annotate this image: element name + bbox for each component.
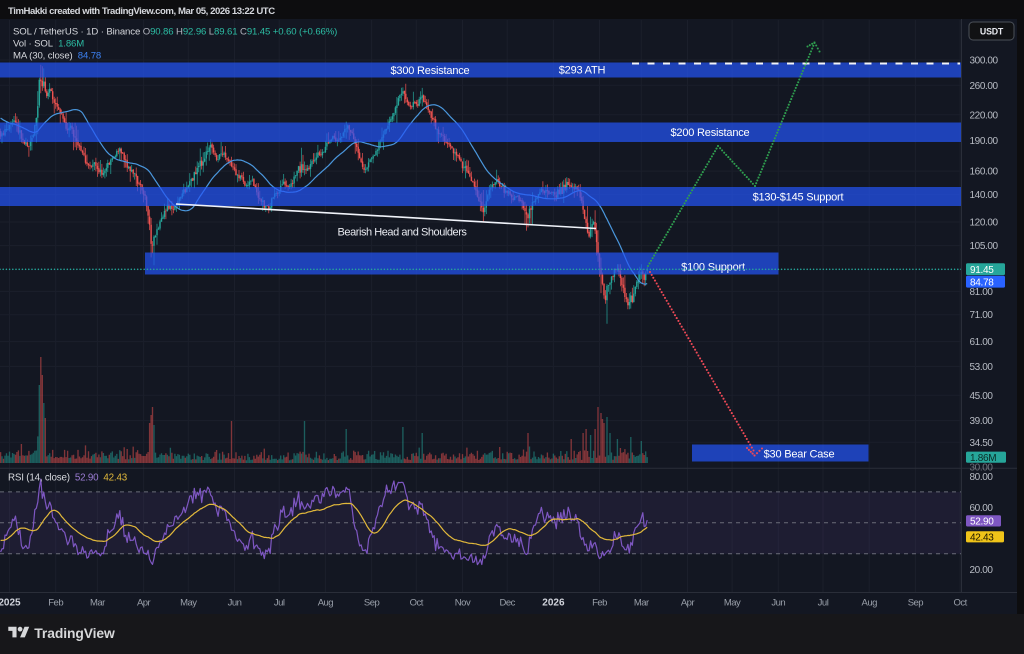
svg-text:71.00: 71.00	[970, 310, 994, 321]
svg-text:2026: 2026	[542, 598, 565, 609]
svg-text:120.00: 120.00	[970, 218, 999, 229]
svg-text:91.45: 91.45	[970, 265, 994, 276]
svg-text:80.00: 80.00	[970, 472, 994, 483]
svg-text:Oct: Oct	[953, 598, 967, 609]
svg-text:Sep: Sep	[364, 598, 380, 609]
svg-text:USDT: USDT	[980, 27, 1004, 37]
svg-text:$293 ATH: $293 ATH	[559, 65, 606, 77]
svg-text:Feb: Feb	[592, 598, 607, 609]
svg-text:TradingView: TradingView	[34, 625, 115, 641]
svg-text:$130-$145 Support: $130-$145 Support	[753, 192, 844, 204]
svg-text:260.00: 260.00	[970, 81, 999, 92]
svg-text:140.00: 140.00	[970, 190, 999, 201]
svg-text:Jul: Jul	[274, 598, 285, 609]
svg-text:$300 Resistance: $300 Resistance	[391, 65, 470, 77]
svg-text:May: May	[180, 598, 197, 609]
svg-text:34.50: 34.50	[970, 438, 994, 449]
svg-text:Bearish Head and Shoulders: Bearish Head and Shoulders	[338, 227, 468, 239]
svg-text:Apr: Apr	[681, 598, 695, 609]
svg-text:Jul: Jul	[818, 598, 829, 609]
svg-text:$200 Resistance: $200 Resistance	[671, 127, 750, 139]
svg-text:39.00: 39.00	[970, 416, 994, 427]
svg-text:Oct: Oct	[410, 598, 424, 609]
svg-text:Feb: Feb	[48, 598, 63, 609]
svg-text:Jun: Jun	[771, 598, 785, 609]
svg-text:MA (30, close) 84.78: MA (30, close) 84.78	[13, 51, 101, 62]
svg-text:60.00: 60.00	[970, 503, 994, 514]
svg-text:2025: 2025	[0, 598, 21, 609]
svg-text:45.00: 45.00	[970, 391, 994, 402]
svg-text:TimHakki created with TradingV: TimHakki created with TradingView.com, M…	[8, 6, 275, 17]
svg-text:300.00: 300.00	[970, 56, 999, 67]
svg-text:160.00: 160.00	[970, 167, 999, 178]
svg-text:Mar: Mar	[634, 598, 649, 609]
svg-text:52.90: 52.90	[970, 517, 994, 528]
svg-text:42.43: 42.43	[970, 533, 994, 544]
svg-text:Aug: Aug	[861, 598, 877, 609]
svg-text:105.00: 105.00	[970, 241, 999, 252]
svg-text:Sep: Sep	[908, 598, 924, 609]
svg-text:Vol · SOL 1.86M: Vol · SOL 1.86M	[13, 39, 84, 50]
svg-text:May: May	[724, 598, 741, 609]
svg-text:Mar: Mar	[90, 598, 105, 609]
svg-text:Apr: Apr	[137, 598, 151, 609]
svg-text:$100 Support: $100 Support	[681, 262, 745, 274]
svg-text:84.78: 84.78	[970, 277, 994, 288]
svg-text:81.00: 81.00	[970, 287, 994, 298]
svg-text:Jun: Jun	[228, 598, 242, 609]
svg-text:Nov: Nov	[455, 598, 471, 609]
svg-text:Dec: Dec	[499, 598, 515, 609]
svg-text:190.00: 190.00	[970, 136, 999, 147]
svg-text:220.00: 220.00	[970, 110, 999, 121]
svg-text:20.00: 20.00	[970, 565, 994, 576]
svg-text:30.00: 30.00	[970, 463, 994, 474]
svg-text:RSI (14, close) 52.90 42.43: RSI (14, close) 52.90 42.43	[8, 473, 128, 484]
svg-text:SOL / TetherUS · 1D · Binance: SOL / TetherUS · 1D · Binance O90.86 H92…	[13, 27, 337, 38]
svg-text:1.86M: 1.86M	[970, 453, 996, 464]
svg-text:53.00: 53.00	[970, 362, 994, 373]
svg-text:$30 Bear Case: $30 Bear Case	[764, 449, 835, 461]
svg-text:61.00: 61.00	[970, 337, 994, 348]
svg-text:Aug: Aug	[318, 598, 334, 609]
